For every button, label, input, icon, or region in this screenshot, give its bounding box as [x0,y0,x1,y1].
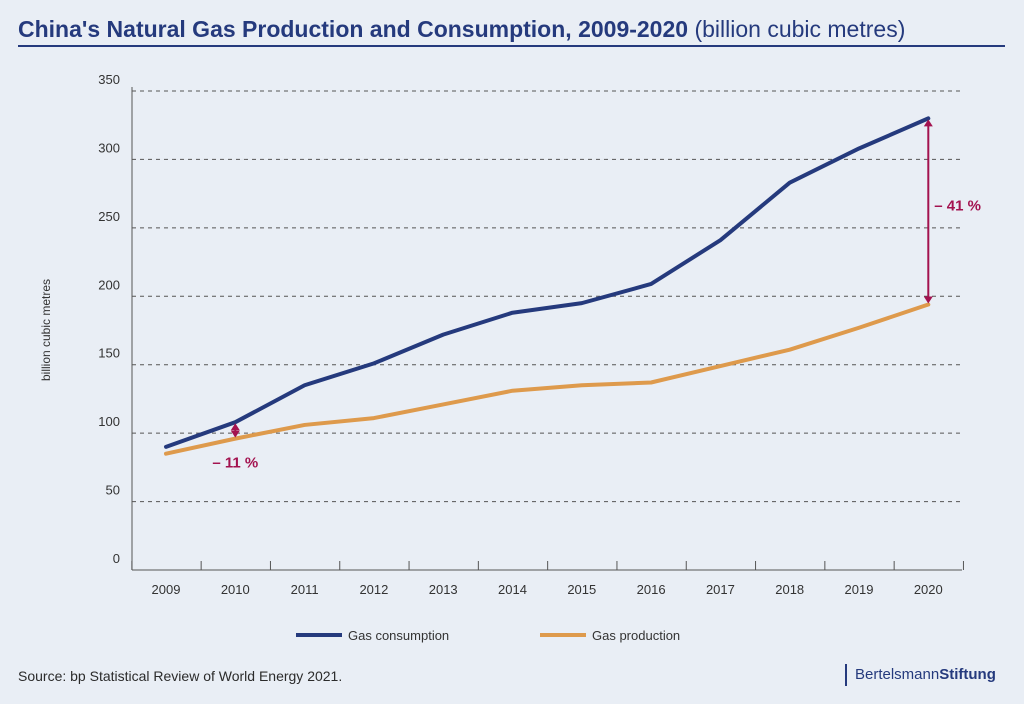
source-note: Source: bp Statistical Review of World E… [18,668,343,684]
title-divider [18,45,1005,47]
y-tick-label: 350 [98,72,120,87]
y-tick-label: 150 [98,346,120,361]
axes: 0 50 100 150 200 250 300 350 2009 2010 2011 2012 201… [39,72,964,597]
x-tick-label: 2020 [914,582,943,597]
series-line-gas-production [164,302,931,456]
annotation-arrowhead-up [230,423,240,431]
y-tick-label: 250 [98,209,120,224]
annotation-label: – 11 % [212,455,258,472]
title-main: China's Natural Gas Production and Consu… [18,16,689,42]
y-tick-label: 200 [98,277,120,292]
x-tick-label: 2009 [152,582,181,597]
series [164,116,931,456]
annotation-arrowhead-down [230,430,240,438]
x-tick-label: 2016 [637,582,666,597]
x-tick-label: 2013 [429,582,458,597]
x-tick-label: 2012 [359,582,388,597]
brand-logo: BertelsmannStiftung [845,664,996,686]
y-tick-label: 300 [98,140,120,155]
x-tick-label: 2017 [706,582,735,597]
legend-label: Gas consumption [348,628,449,643]
x-tick-label: 2015 [567,582,596,597]
series-line-gas-consumption [164,116,931,449]
brand-part1: Bertelsmann [855,666,940,683]
y-tick-label: 50 [106,483,120,498]
y-tick-label: 0 [113,551,120,566]
legend: Gas consumption Gas production [296,628,680,643]
grid-lines [132,90,962,503]
x-tick-label: 2010 [221,582,250,597]
x-tick-label: 2014 [498,582,527,597]
brand-part2: Stiftung [939,666,996,683]
x-tick-label: 2018 [775,582,804,597]
chart-title: China's Natural Gas Production and Consu… [18,16,905,43]
annotation-arrowhead-up [923,119,933,127]
annotation-label: – 41 % [934,197,981,214]
annotations: – 11 % – 41 % [212,119,981,472]
annotation-arrowhead-down [923,296,933,304]
x-tick-label: 2011 [291,582,319,597]
y-axis-title: billion cubic metres [39,279,53,381]
y-tick-label: 100 [98,414,120,429]
legend-label: Gas production [592,628,680,643]
x-tick-label: 2019 [845,582,874,597]
title-unit: (billion cubic metres) [694,16,906,42]
